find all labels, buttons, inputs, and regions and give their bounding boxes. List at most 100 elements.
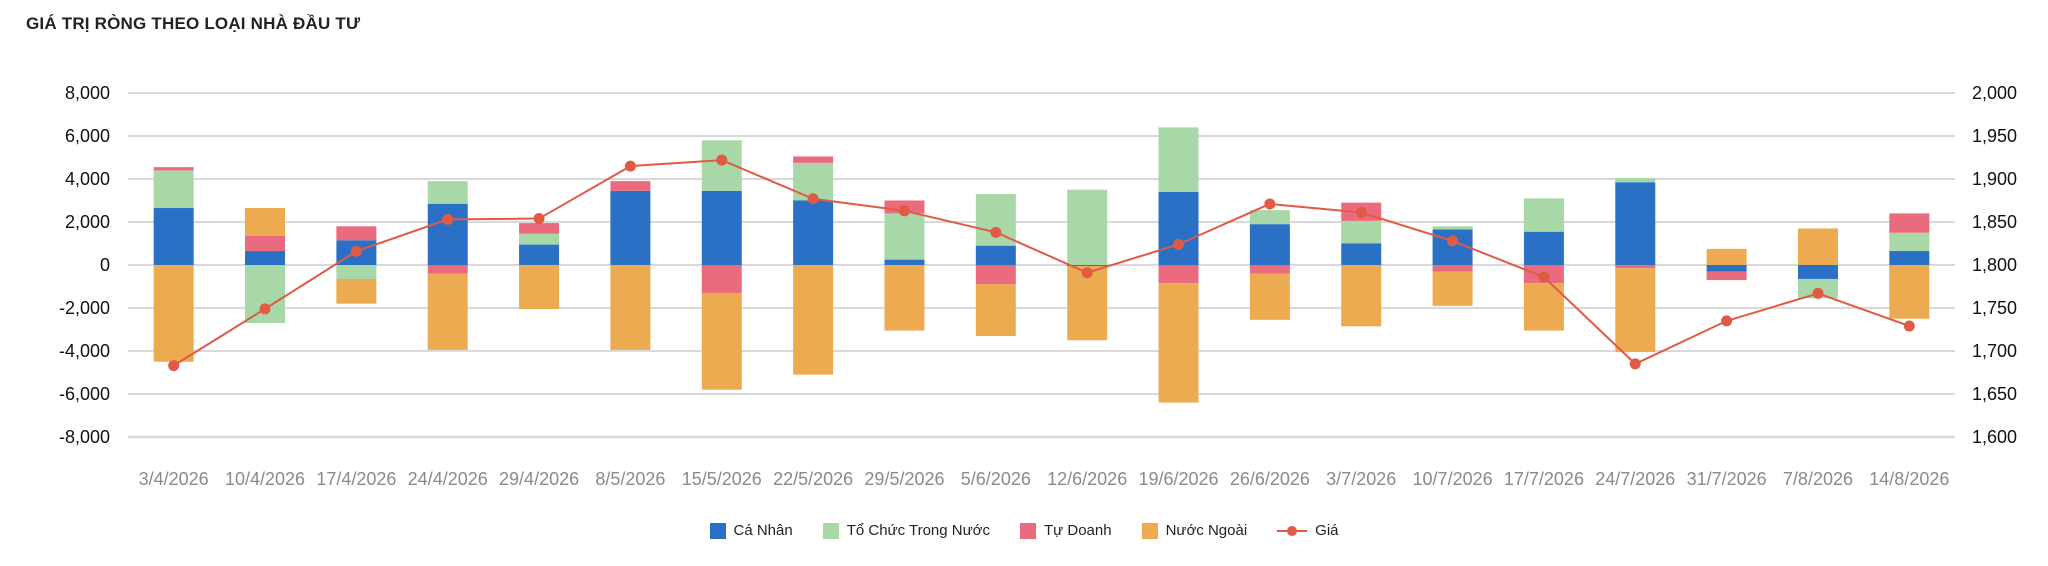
x-tick-label: 17/4/2026 (316, 469, 396, 489)
bar-to-chuc (519, 233, 560, 245)
bar-nuoc-ngoai (336, 278, 377, 304)
bar-nuoc-ngoai (519, 265, 560, 310)
legend-swatch-gia (1277, 523, 1308, 539)
x-tick-label: 10/4/2026 (225, 469, 305, 489)
y-tick-label: -6,000 (59, 384, 110, 404)
bar-series (153, 127, 1930, 403)
bar-ca-nhan (153, 208, 194, 265)
bar-tu-doanh (1249, 265, 1290, 274)
bar-tu-doanh (1432, 265, 1473, 272)
bar-nuoc-ngoai (245, 208, 286, 236)
bar-nuoc-ngoai (1706, 248, 1747, 265)
price-point (1538, 271, 1550, 283)
bar-nuoc-ngoai (1249, 273, 1290, 320)
bar-ca-nhan (975, 245, 1016, 265)
bar-ca-nhan (1706, 265, 1747, 272)
x-tick-label: 12/6/2026 (1047, 469, 1127, 489)
bar-nuoc-ngoai (1523, 283, 1564, 331)
legend-swatch-to-chuc (822, 522, 839, 539)
x-tick-label: 14/8/2026 (1869, 469, 1949, 489)
bar-to-chuc (1889, 232, 1930, 252)
price-point (624, 160, 636, 172)
x-tick-label: 3/4/2026 (139, 469, 209, 489)
x-tick-label: 10/7/2026 (1413, 469, 1493, 489)
bar-to-chuc (1067, 189, 1108, 265)
bar-ca-nhan (519, 244, 560, 265)
x-tick-label: 31/7/2026 (1687, 469, 1767, 489)
bar-tu-doanh (1889, 213, 1930, 233)
bar-to-chuc (884, 213, 925, 260)
price-point (990, 226, 1002, 238)
x-tick-label: 17/7/2026 (1504, 469, 1584, 489)
price-point (898, 205, 910, 217)
price-point (1355, 207, 1367, 219)
bar-to-chuc (153, 170, 194, 209)
legend-item-ca-nhan[interactable]: Cá Nhân (709, 522, 793, 539)
price-point (259, 303, 271, 315)
x-tick-label: 24/4/2026 (408, 469, 488, 489)
bar-ca-nhan (427, 203, 468, 265)
legend-label-to-chuc: Tổ Chức Trong Nước (846, 522, 990, 539)
bar-nuoc-ngoai (1889, 265, 1930, 319)
bar-tu-doanh (153, 167, 194, 171)
bar-to-chuc (1249, 210, 1290, 225)
legend: Cá Nhân Tổ Chức Trong Nước Tự Doanh Nước… (0, 522, 2048, 539)
y2-tick-label: 1,950 (1972, 126, 2017, 146)
bar-ca-nhan (793, 200, 834, 265)
chart-title: GIÁ TRỊ RÒNG THEO LOẠI NHÀ ĐẦU TƯ (26, 14, 361, 33)
y-tick-label: -2,000 (59, 298, 110, 318)
x-tick-label: 8/5/2026 (595, 469, 665, 489)
x-tick-label: 7/8/2026 (1783, 469, 1853, 489)
bar-ca-nhan (1249, 224, 1290, 265)
y2-tick-label: 1,650 (1972, 384, 2017, 404)
bar-to-chuc (1523, 198, 1564, 232)
bar-nuoc-ngoai (1158, 283, 1199, 403)
y-tick-label: 8,000 (65, 83, 110, 103)
bar-ca-nhan (1523, 231, 1564, 265)
price-point (1629, 358, 1641, 370)
legend-swatch-tu-doanh (1020, 522, 1036, 539)
price-line-path (173, 159, 1910, 367)
bar-nuoc-ngoai (153, 265, 194, 362)
legend-label-ca-nhan: Cá Nhân (733, 522, 793, 539)
x-tick-label: 5/6/2026 (961, 469, 1031, 489)
bar-nuoc-ngoai (701, 292, 742, 390)
bar-ca-nhan (1067, 265, 1108, 267)
legend-item-gia[interactable]: Giá (1277, 522, 1339, 539)
bar-tu-doanh (245, 235, 286, 252)
bar-ca-nhan (701, 190, 742, 265)
bar-to-chuc (1158, 127, 1199, 192)
x-tick-label: 24/7/2026 (1595, 469, 1675, 489)
legend-label-gia: Giá (1315, 522, 1339, 539)
bar-nuoc-ngoai (1615, 268, 1656, 353)
legend-item-tu-doanh[interactable]: Tự Doanh (1020, 522, 1112, 539)
x-tick-label: 22/5/2026 (773, 469, 853, 489)
legend-item-to-chuc[interactable]: Tổ Chức Trong Nước (822, 522, 990, 539)
bar-nuoc-ngoai (1341, 265, 1382, 327)
bar-ca-nhan (1615, 182, 1656, 265)
price-point (442, 213, 454, 225)
y2-tick-label: 1,750 (1972, 298, 2017, 318)
y-tick-label: -8,000 (59, 427, 110, 447)
price-point (1812, 287, 1824, 299)
bar-to-chuc (1432, 226, 1473, 230)
x-tick-label: 26/6/2026 (1230, 469, 1310, 489)
price-point (1264, 198, 1276, 210)
legend-label-tu-doanh: Tự Doanh (1044, 522, 1112, 539)
legend-item-nuoc-ngoai[interactable]: Nước Ngoài (1141, 522, 1247, 539)
x-tick-label: 29/4/2026 (499, 469, 579, 489)
y2-tick-label: 1,700 (1972, 341, 2017, 361)
bar-to-chuc (427, 181, 468, 204)
bar-to-chuc (1615, 177, 1656, 183)
chart-canvas: 8,000 6,000 4,000 2,000 0 -2,000 -4,000 -6,000 -… (59, 83, 2017, 489)
bar-ca-nhan (245, 251, 286, 265)
price-point (350, 245, 362, 257)
y2-tick-label: 1,900 (1972, 169, 2017, 189)
bar-tu-doanh (610, 181, 651, 191)
y-tick-label: 6,000 (65, 126, 110, 146)
bar-nuoc-ngoai (1432, 271, 1473, 306)
price-point (1447, 235, 1459, 247)
x-tick-label: 3/7/2026 (1326, 469, 1396, 489)
bar-tu-doanh (793, 156, 834, 163)
y-tick-label: 2,000 (65, 212, 110, 232)
